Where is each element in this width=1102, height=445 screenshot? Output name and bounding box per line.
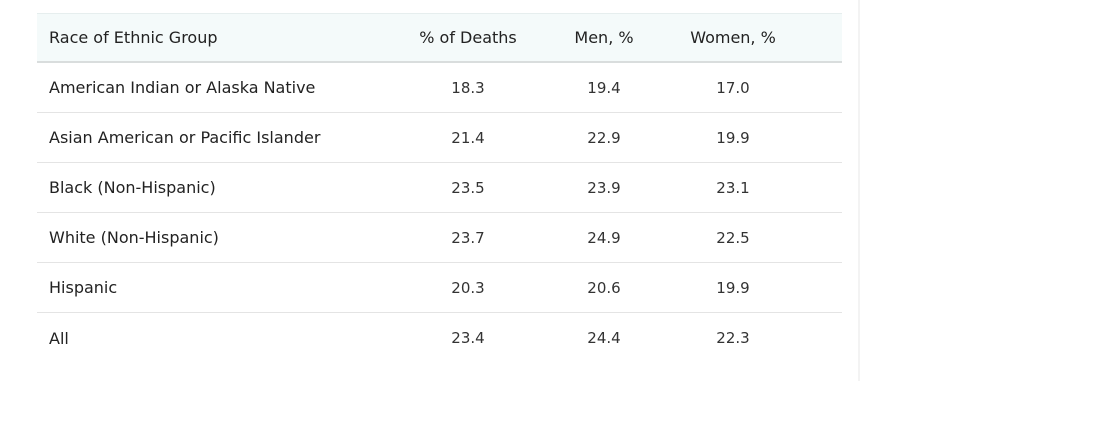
- row-women-value: 17.0: [716, 78, 750, 97]
- row-men-value: 20.6: [587, 278, 621, 297]
- row-women-value: 22.3: [716, 329, 750, 347]
- row-deaths-value: 20.3: [451, 278, 485, 297]
- row-men-value: 22.9: [587, 128, 621, 147]
- row-deaths-value: 23.5: [451, 178, 485, 197]
- row-deaths-value: 23.4: [451, 329, 485, 347]
- row-group-label: Hispanic: [49, 278, 118, 297]
- row-group-label: Asian American or Pacific Islander: [49, 128, 321, 147]
- row-deaths-value: 21.4: [451, 128, 485, 147]
- table-row: Asian American or Pacific Islander 21.4 …: [37, 113, 842, 163]
- row-men-value: 24.9: [587, 228, 621, 247]
- data-table: Race of Ethnic Group % of Deaths Men, % …: [37, 13, 842, 363]
- header-race-ethnic-group: Race of Ethnic Group: [49, 28, 218, 47]
- row-group-label: White (Non-Hispanic): [49, 228, 219, 247]
- table-row: American Indian or Alaska Native 18.3 19…: [37, 63, 842, 113]
- row-women-value: 23.1: [716, 178, 750, 197]
- table-row: Hispanic 20.3 20.6 19.9: [37, 263, 842, 313]
- row-deaths-value: 18.3: [451, 78, 485, 97]
- row-group-label: American Indian or Alaska Native: [49, 78, 316, 97]
- row-women-value: 19.9: [716, 128, 750, 147]
- table-row: Black (Non-Hispanic) 23.5 23.9 23.1: [37, 163, 842, 213]
- table-header-row: Race of Ethnic Group % of Deaths Men, % …: [37, 13, 842, 63]
- row-group-label: Black (Non-Hispanic): [49, 178, 216, 197]
- row-women-value: 22.5: [716, 228, 750, 247]
- header-men-percent: Men, %: [574, 28, 634, 47]
- row-deaths-value: 23.7: [451, 228, 485, 247]
- header-percent-deaths: % of Deaths: [419, 28, 517, 47]
- table-row: All 23.4 24.4 22.3: [37, 313, 842, 363]
- column-divider: [858, 0, 860, 381]
- row-men-value: 19.4: [587, 78, 621, 97]
- header-women-percent: Women, %: [690, 28, 776, 47]
- row-group-label: All: [49, 328, 69, 348]
- row-men-value: 23.9: [587, 178, 621, 197]
- row-women-value: 19.9: [716, 278, 750, 297]
- row-men-value: 24.4: [587, 329, 621, 347]
- table-row: White (Non-Hispanic) 23.7 24.9 22.5: [37, 213, 842, 263]
